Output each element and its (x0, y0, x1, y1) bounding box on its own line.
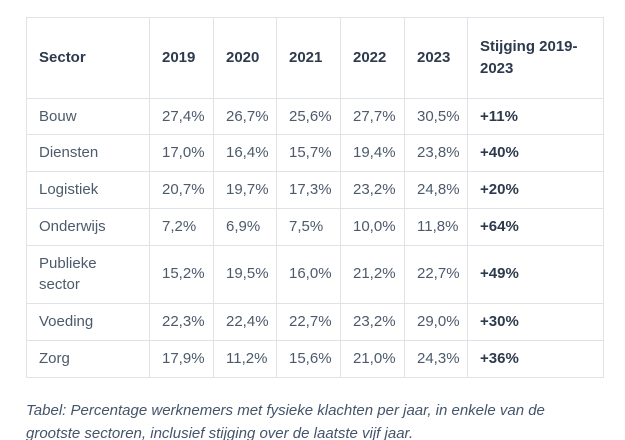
value-cell: 30,5% (404, 97, 468, 136)
column-header-2021: 2021 (276, 17, 341, 99)
table-row: Onderwijs 7,2% 6,9% 7,5% 10,0% 11,8% +64% (26, 207, 604, 246)
sector-cell: Zorg (26, 339, 150, 378)
stijging-cell: +20% (467, 171, 604, 209)
value-cell: 15,7% (276, 134, 341, 172)
value-cell: 17,3% (276, 171, 341, 209)
value-cell: 23,2% (340, 303, 405, 341)
column-header-2022: 2022 (340, 17, 405, 99)
value-cell: 15,2% (149, 244, 214, 304)
sector-cell: Voeding (26, 303, 150, 341)
value-cell: 17,9% (149, 339, 214, 378)
column-header-sector: Sector (26, 17, 150, 99)
sector-cell: Onderwijs (26, 207, 150, 246)
stijging-cell: +36% (467, 339, 604, 378)
value-cell: 16,4% (213, 134, 277, 172)
stijging-cell: +49% (467, 244, 604, 304)
value-cell: 15,6% (276, 339, 341, 378)
column-header-stijging: Stijging 2019-2023 (467, 17, 604, 99)
value-cell: 21,0% (340, 339, 405, 378)
column-header-2019: 2019 (149, 17, 214, 99)
header-row: Sector 2019 2020 2021 2022 2023 Stijging… (26, 17, 604, 99)
value-cell: 19,4% (340, 134, 405, 172)
sector-complaints-table: Sector 2019 2020 2021 2022 2023 Stijging… (26, 17, 604, 378)
value-cell: 21,2% (340, 244, 405, 304)
value-cell: 16,0% (276, 244, 341, 304)
value-cell: 23,2% (340, 171, 405, 209)
value-cell: 24,3% (404, 339, 468, 378)
table-row: Logistiek 20,7% 19,7% 17,3% 23,2% 24,8% +20% (26, 171, 604, 209)
value-cell: 19,7% (213, 171, 277, 209)
stijging-cell: +11% (467, 97, 604, 136)
sector-cell: Logistiek (26, 171, 150, 209)
value-cell: 20,7% (149, 171, 214, 209)
value-cell: 23,8% (404, 134, 468, 172)
sector-cell: Publieke sector (26, 244, 150, 304)
table-row: Zorg 17,9% 11,2% 15,6% 21,0% 24,3% +36% (26, 339, 604, 378)
value-cell: 24,8% (404, 171, 468, 209)
value-cell: 19,5% (213, 244, 277, 304)
value-cell: 29,0% (404, 303, 468, 341)
value-cell: 7,5% (276, 207, 341, 246)
value-cell: 22,7% (276, 303, 341, 341)
value-cell: 11,2% (213, 339, 277, 378)
value-cell: 7,2% (149, 207, 214, 246)
value-cell: 26,7% (213, 97, 277, 136)
value-cell: 6,9% (213, 207, 277, 246)
sector-cell: Bouw (26, 97, 150, 136)
table-row: Bouw 27,4% 26,7% 25,6% 27,7% 30,5% +11% (26, 97, 604, 136)
value-cell: 22,4% (213, 303, 277, 341)
value-cell: 11,8% (404, 207, 468, 246)
value-cell: 25,6% (276, 97, 341, 136)
value-cell: 27,4% (149, 97, 214, 136)
sector-cell: Diensten (26, 134, 150, 172)
stijging-cell: +30% (467, 303, 604, 341)
table-header: Sector 2019 2020 2021 2022 2023 Stijging… (26, 17, 604, 99)
value-cell: 22,3% (149, 303, 214, 341)
table-body: Bouw 27,4% 26,7% 25,6% 27,7% 30,5% +11% Dienste… (26, 97, 604, 378)
table-row: Publieke sector 15,2% 19,5% 16,0% 21,2% 22,7%… (26, 244, 604, 304)
value-cell: 17,0% (149, 134, 214, 172)
table-row: Voeding 22,3% 22,4% 22,7% 23,2% 29,0% +30% (26, 303, 604, 341)
table-row: Diensten 17,0% 16,4% 15,7% 19,4% 23,8% +40% (26, 134, 604, 172)
value-cell: 22,7% (404, 244, 468, 304)
value-cell: 10,0% (340, 207, 405, 246)
column-header-2023: 2023 (404, 17, 468, 99)
stijging-cell: +64% (467, 207, 604, 246)
table-caption: Tabel: Percentage werknemers met fysieke… (26, 401, 545, 440)
value-cell: 27,7% (340, 97, 405, 136)
column-header-2020: 2020 (213, 17, 277, 99)
stijging-cell: +40% (467, 134, 604, 172)
